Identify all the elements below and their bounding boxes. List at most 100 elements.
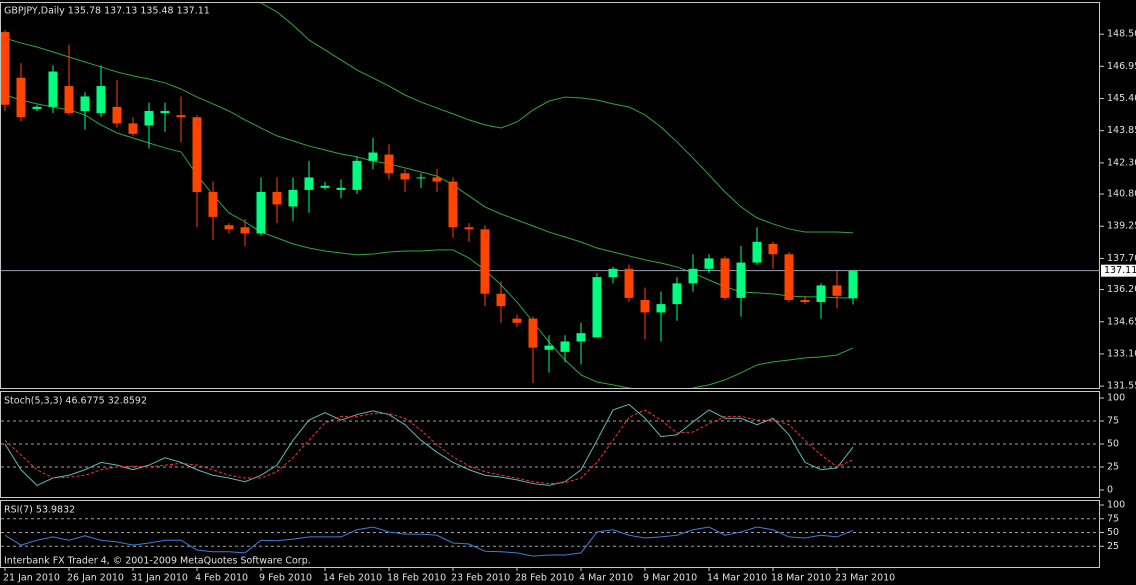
- y-tick-label: 100: [1107, 393, 1125, 404]
- x-tick-label: 9 Mar 2010: [643, 573, 697, 584]
- candle-body: [848, 270, 858, 299]
- candle-body: [544, 345, 554, 350]
- main-panel: [0, 2, 1100, 389]
- candle-body: [464, 227, 474, 230]
- x-tick-label: 4 Feb 2010: [195, 573, 248, 584]
- candle-body: [800, 299, 810, 303]
- candle-body: [688, 268, 698, 284]
- y-tick-label: 133.10: [1107, 348, 1136, 359]
- band-lower: [4, 94, 854, 388]
- rsi-plot: [1, 518, 1100, 557]
- y-tick-label: 50: [1107, 527, 1119, 538]
- x-tick-label: 23 Feb 2010: [451, 573, 510, 584]
- y-tick-label: 143.85: [1107, 125, 1136, 136]
- candle-body: [256, 191, 266, 234]
- candle-body: [96, 86, 106, 114]
- candle-body: [704, 258, 714, 269]
- candle-body: [832, 285, 842, 296]
- candle-body: [640, 299, 650, 313]
- y-tick-label: 142.30: [1107, 157, 1136, 168]
- rsi-title: RSI(7) 53.9832: [4, 505, 75, 516]
- candle-body: [480, 229, 490, 294]
- y-tick-label: 145.40: [1107, 93, 1136, 104]
- x-tick-label: 14 Mar 2010: [707, 573, 767, 584]
- candle-body: [368, 152, 378, 161]
- candle-body: [32, 106, 42, 109]
- candle-body: [672, 283, 682, 305]
- y-tick-label: 25: [1107, 462, 1119, 473]
- candle-body: [768, 243, 778, 255]
- candle-body: [560, 341, 570, 352]
- candle-body: [496, 293, 506, 307]
- candle-body: [304, 177, 314, 190]
- candle-body: [112, 106, 122, 124]
- y-tick-label: 137.70: [1107, 253, 1136, 264]
- candle-body: [816, 285, 826, 303]
- candle-body: [192, 117, 202, 192]
- candle-body: [16, 77, 26, 118]
- y-tick-label: 100: [1107, 500, 1125, 511]
- indicator-line: [4, 526, 854, 557]
- stoch-plot: [1, 403, 1100, 486]
- candle-body: [80, 96, 90, 111]
- y-tick-label: 139.25: [1107, 221, 1136, 232]
- rsi-panel: [0, 500, 1100, 568]
- footer: Interbank FX Trader 4, © 2001-2009 MetaQ…: [4, 556, 311, 567]
- stoch-title: Stoch(5,3,3) 46.6775 32.8592: [4, 396, 147, 407]
- band-middle: [4, 37, 853, 299]
- candle-body: [448, 181, 458, 228]
- candle-body: [576, 333, 586, 342]
- candle-body: [48, 71, 58, 107]
- candle-body: [656, 304, 666, 313]
- candle-body: [272, 191, 282, 205]
- candle-body: [752, 241, 762, 263]
- candle-body: [720, 258, 730, 298]
- candle-body: [736, 262, 746, 298]
- candle-body: [416, 177, 426, 179]
- chart-title: GBPJPY,Daily 135.78 137.13 135.48 137.11: [4, 6, 210, 17]
- candle-body: [128, 123, 138, 134]
- y-tick-label: 25: [1107, 541, 1119, 552]
- x-tick-label: 18 Feb 2010: [387, 573, 446, 584]
- x-tick-label: 21 Jan 2010: [3, 573, 60, 584]
- candle-body: [144, 110, 154, 126]
- last-price-box: [1101, 264, 1136, 277]
- indicator-line: [4, 409, 854, 485]
- candle-body: [320, 185, 330, 188]
- candle-body: [288, 189, 298, 207]
- candle-body: [624, 268, 634, 298]
- candle-body: [352, 160, 362, 190]
- candle-body: [528, 318, 538, 348]
- candle-body: [432, 177, 442, 182]
- y-tick-label: 140.80: [1107, 189, 1136, 200]
- y-tick-label: 136.20: [1107, 284, 1136, 295]
- x-tick-label: 26 Jan 2010: [67, 573, 124, 584]
- x-tick-label: 14 Feb 2010: [323, 573, 382, 584]
- main-plot: [1, 2, 1100, 388]
- last-price-label: 137.11: [1104, 265, 1136, 276]
- y-tick-label: 0: [1107, 485, 1113, 496]
- candle-body: [336, 187, 346, 190]
- candle-body: [608, 268, 618, 278]
- x-tick-label: 18 Mar 2010: [771, 573, 831, 584]
- candle-body: [208, 191, 218, 217]
- band-upper: [260, 2, 854, 234]
- candle-body: [160, 110, 170, 114]
- x-tick-label: 9 Feb 2010: [259, 573, 312, 584]
- x-tick-label: 31 Jan 2010: [131, 573, 188, 584]
- y-tick-label: 146.95: [1107, 61, 1136, 72]
- candle-body: [240, 227, 250, 234]
- x-tick-label: 28 Feb 2010: [515, 573, 574, 584]
- y-tick-label: 131.55: [1107, 381, 1136, 392]
- candle-body: [224, 225, 234, 230]
- candle-body: [64, 86, 74, 114]
- candle-body: [784, 254, 794, 300]
- candle-body: [512, 318, 522, 323]
- candle-body: [176, 115, 186, 118]
- x-tick-label: 4 Mar 2010: [579, 573, 633, 584]
- candle-body: [1, 32, 10, 105]
- y-tick-label: 50: [1107, 439, 1119, 450]
- y-tick-label: 148.50: [1107, 29, 1136, 40]
- y-tick-label: 75: [1107, 513, 1119, 524]
- y-tick-label: 75: [1107, 416, 1119, 427]
